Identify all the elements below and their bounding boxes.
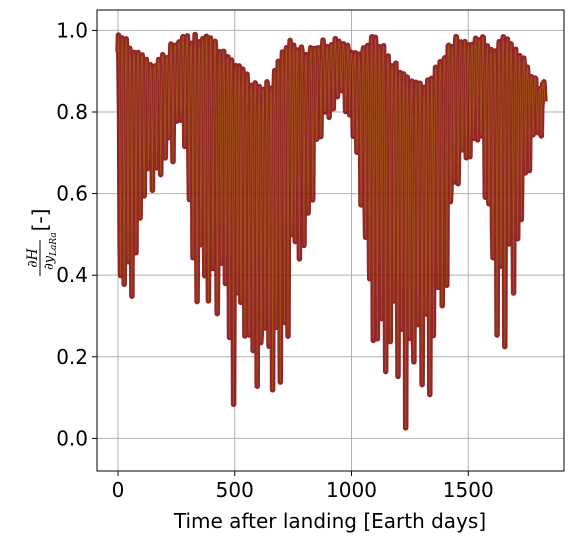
- plot-frame: [96, 9, 565, 472]
- x-axis-label: Time after landing [Earth days]: [173, 509, 486, 533]
- x-ticks: 0 500 1000 1500: [112, 471, 494, 502]
- y-tick-label: 0.8: [56, 100, 88, 124]
- y-tick-label: 0.0: [56, 426, 88, 450]
- y-axis-label-subscript: LaRa: [49, 232, 59, 257]
- x-tick-label: 1500: [443, 478, 494, 502]
- y-axis-label-numerator: ∂H: [25, 247, 41, 267]
- y-ticks: 0.0 0.2 0.4 0.6 0.8 1.0: [56, 18, 97, 450]
- x-tick-label: 1000: [326, 478, 377, 502]
- y-tick-label: 0.2: [56, 345, 88, 369]
- y-tick-label: 0.4: [56, 263, 88, 287]
- x-tick-label: 500: [216, 478, 254, 502]
- x-tick-label: 0: [112, 478, 125, 502]
- y-axis-label-unit: [-]: [28, 209, 52, 232]
- y-tick-label: 0.6: [56, 182, 88, 206]
- series-line: [117, 34, 546, 428]
- y-tick-label: 1.0: [56, 18, 88, 42]
- series-markers: [115, 31, 548, 431]
- y-axis-label-denominator: ∂yLaRa: [42, 232, 59, 270]
- series-layer: [115, 31, 548, 431]
- y-axis-label-denominator-main: ∂y: [42, 255, 57, 270]
- y-axis-label: ∂H ∂yLaRa [-]: [25, 209, 59, 276]
